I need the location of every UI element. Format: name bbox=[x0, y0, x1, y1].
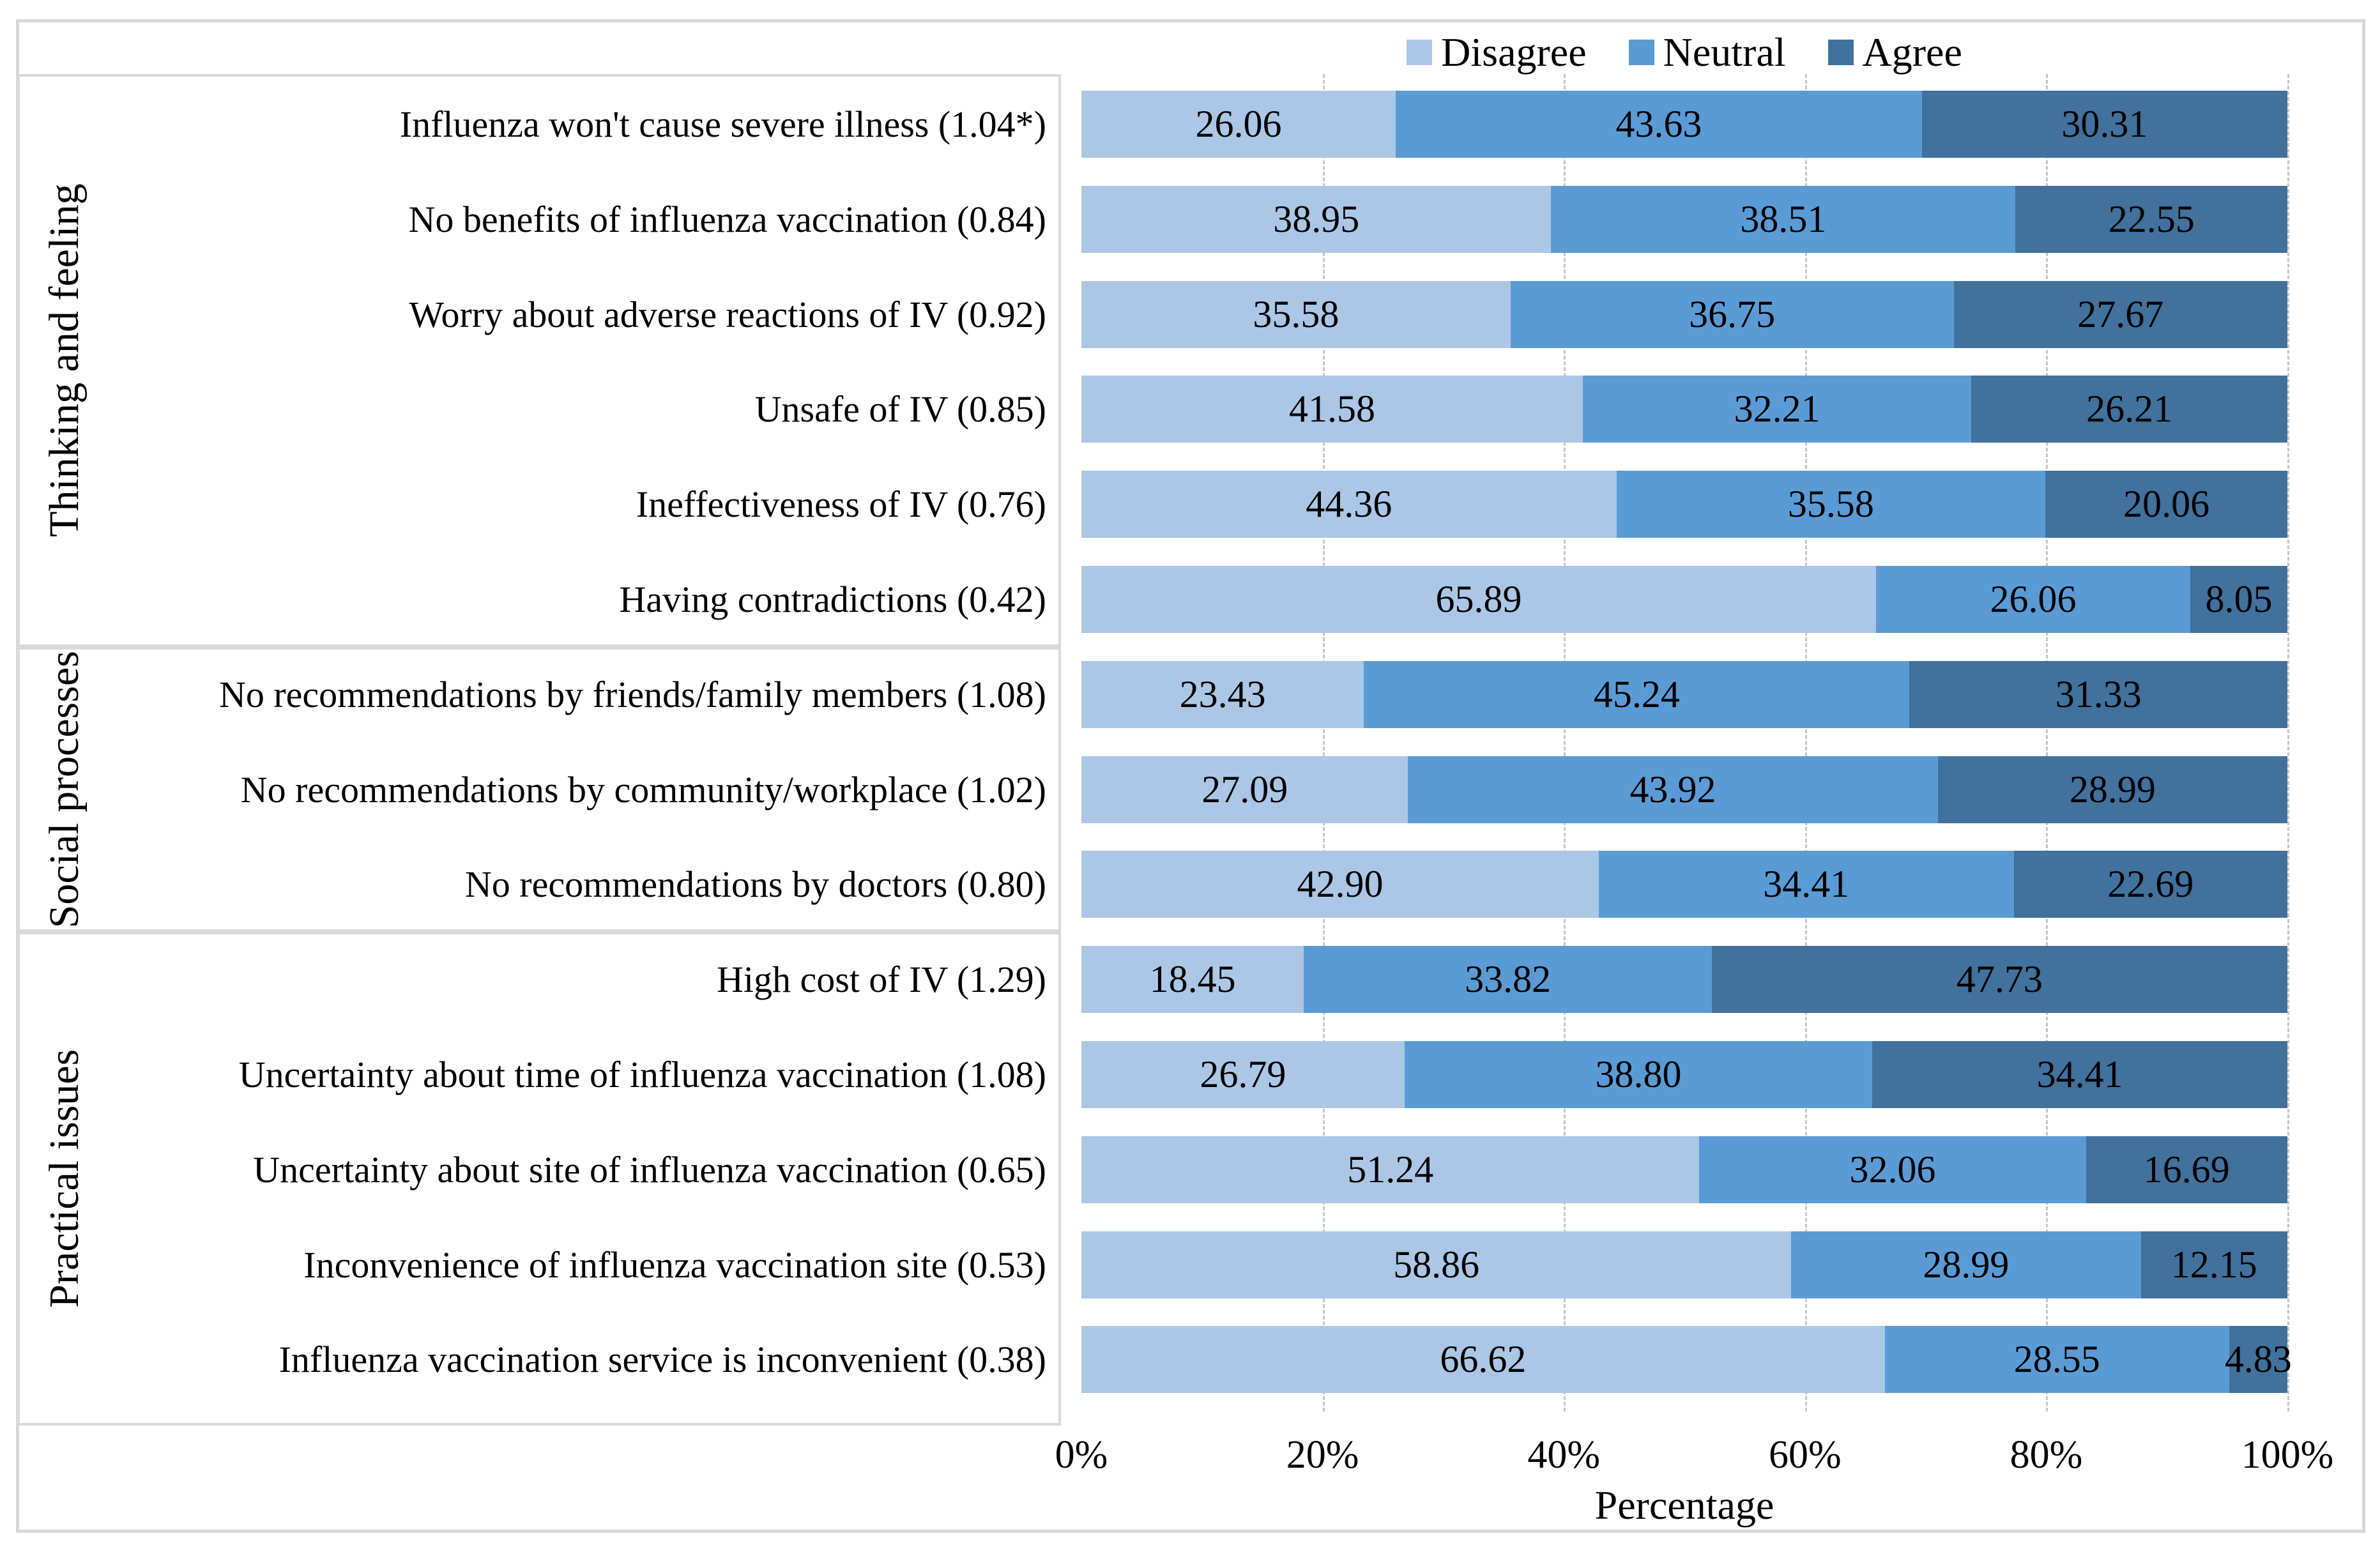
gridline-20% bbox=[1322, 74, 1325, 1411]
bar-segment-agree: 22.55 bbox=[2015, 185, 2288, 253]
bar-segment-agree: 16.69 bbox=[2086, 1136, 2287, 1203]
bar-segment-neutral: 43.92 bbox=[1408, 756, 1938, 823]
bar-segment-neutral: 32.21 bbox=[1583, 376, 1972, 443]
bar-segment-agree: 31.33 bbox=[1909, 660, 2287, 728]
row-label: Inconvenience of influenza vaccination s… bbox=[303, 1244, 1046, 1286]
bar-segment-disagree: 38.95 bbox=[1081, 185, 1552, 253]
group-label: Practical issues bbox=[41, 1049, 88, 1309]
bar-segment-disagree: 44.36 bbox=[1081, 471, 1617, 538]
x-tick-0%: 0% bbox=[1055, 1433, 1108, 1477]
gridline-60% bbox=[1804, 74, 1807, 1411]
legend-swatch-agree-icon bbox=[1827, 40, 1854, 65]
bar-segment-disagree: 51.24 bbox=[1081, 1136, 1700, 1203]
bar-segment-disagree: 66.62 bbox=[1081, 1326, 1885, 1394]
bar-segment-agree: 20.06 bbox=[2045, 471, 2287, 538]
bar-segment-agree: 4.83 bbox=[2225, 1326, 2292, 1394]
bar-segment-neutral: 38.80 bbox=[1404, 1041, 1873, 1108]
row-label: Uncertainty about time of influenza vacc… bbox=[238, 1054, 1046, 1095]
legend-swatch-neutral-icon bbox=[1628, 40, 1654, 65]
x-tick-40%: 40% bbox=[1527, 1433, 1601, 1477]
bar-segment-disagree: 41.58 bbox=[1081, 376, 1583, 443]
row-label: No recommendations by friends/family mem… bbox=[218, 673, 1046, 715]
bar-segment-neutral: 26.06 bbox=[1876, 566, 2190, 633]
row-label: No benefits of influenza vaccination (0.… bbox=[408, 198, 1046, 240]
bar-segment-disagree: 18.45 bbox=[1081, 946, 1304, 1014]
bar-segment-disagree: 26.06 bbox=[1081, 91, 1396, 158]
bar-segment-agree: 27.67 bbox=[1953, 280, 2287, 348]
group-cell: Thinking and feeling bbox=[17, 74, 1061, 647]
bar-segment-agree: 30.31 bbox=[1921, 91, 2287, 158]
group-cell: Social processes bbox=[17, 646, 1061, 932]
bar-segment-neutral: 28.99 bbox=[1791, 1231, 2141, 1298]
group-cell: Practical issues bbox=[17, 932, 1061, 1426]
bar-segment-agree: 26.21 bbox=[1971, 376, 2287, 443]
row-label: No recommendations by community/workplac… bbox=[240, 768, 1046, 810]
bar-segment-disagree: 23.43 bbox=[1081, 660, 1364, 728]
bar-segment-agree: 34.41 bbox=[1872, 1041, 2287, 1108]
bar-segment-agree: 22.69 bbox=[2013, 851, 2287, 918]
row-label: High cost of IV (1.29) bbox=[716, 959, 1046, 1001]
bar-segment-neutral: 45.24 bbox=[1364, 660, 1910, 728]
row-label: Ineffectiveness of IV (0.76) bbox=[636, 483, 1046, 526]
x-tick-60%: 60% bbox=[1768, 1433, 1842, 1477]
bar-segment-agree: 47.73 bbox=[1711, 946, 2287, 1014]
bar-segment-disagree: 35.58 bbox=[1081, 280, 1511, 348]
bar-segment-agree: 12.15 bbox=[2140, 1231, 2287, 1298]
row-label: Influenza won't cause severe illness (1.… bbox=[399, 103, 1046, 145]
bar-segment-neutral: 32.06 bbox=[1699, 1136, 2086, 1203]
bar-segment-disagree: 42.90 bbox=[1081, 851, 1599, 918]
gridline-40% bbox=[1564, 74, 1566, 1411]
gridline-80% bbox=[2046, 74, 2048, 1411]
legend: Disagree Neutral Agree bbox=[1081, 28, 2287, 77]
bar-segment-neutral: 36.75 bbox=[1510, 280, 1954, 348]
group-label: Thinking and feeling bbox=[41, 183, 88, 538]
legend-item: Agree bbox=[1827, 29, 1962, 75]
row-label: No recommendations by doctors (0.80) bbox=[464, 863, 1046, 906]
bar-segment-disagree: 26.79 bbox=[1081, 1041, 1405, 1108]
legend-label: Disagree bbox=[1441, 29, 1587, 75]
bar-segment-disagree: 58.86 bbox=[1081, 1231, 1792, 1298]
row-label: Influenza vaccination service is inconve… bbox=[278, 1339, 1046, 1381]
bar-segment-neutral: 38.51 bbox=[1551, 185, 2016, 253]
row-label: Uncertainty about site of influenza vacc… bbox=[253, 1148, 1046, 1191]
legend-swatch-disagree-icon bbox=[1407, 40, 1433, 65]
row-label: Unsafe of IV (0.85) bbox=[754, 388, 1046, 430]
legend-label: Agree bbox=[1862, 29, 1962, 75]
row-label: Worry about adverse reactions of IV (0.9… bbox=[409, 293, 1046, 335]
bar-segment-neutral: 35.58 bbox=[1616, 471, 2046, 538]
x-axis-title: Percentage bbox=[1594, 1482, 1774, 1528]
bar-segment-agree: 28.99 bbox=[1937, 756, 2287, 823]
bar-segment-neutral: 33.82 bbox=[1304, 946, 1712, 1014]
gridline-100% bbox=[2287, 74, 2289, 1411]
group-label: Social processes bbox=[41, 650, 88, 929]
x-tick-80%: 80% bbox=[2010, 1433, 2083, 1477]
legend-label: Neutral bbox=[1663, 29, 1786, 75]
bar-segment-disagree: 65.89 bbox=[1081, 566, 1876, 633]
legend-item: Disagree bbox=[1407, 29, 1587, 75]
legend-item: Neutral bbox=[1628, 29, 1786, 75]
bar-segment-agree: 8.05 bbox=[2190, 566, 2287, 633]
x-tick-100%: 100% bbox=[2241, 1433, 2334, 1477]
bar-segment-neutral: 43.63 bbox=[1396, 91, 1922, 158]
x-tick-20%: 20% bbox=[1286, 1433, 1359, 1477]
bar-segment-neutral: 28.55 bbox=[1884, 1326, 2229, 1394]
row-label: Having contradictions (0.42) bbox=[619, 579, 1046, 620]
bar-segment-disagree: 27.09 bbox=[1081, 756, 1408, 823]
bar-segment-neutral: 34.41 bbox=[1598, 851, 2014, 918]
